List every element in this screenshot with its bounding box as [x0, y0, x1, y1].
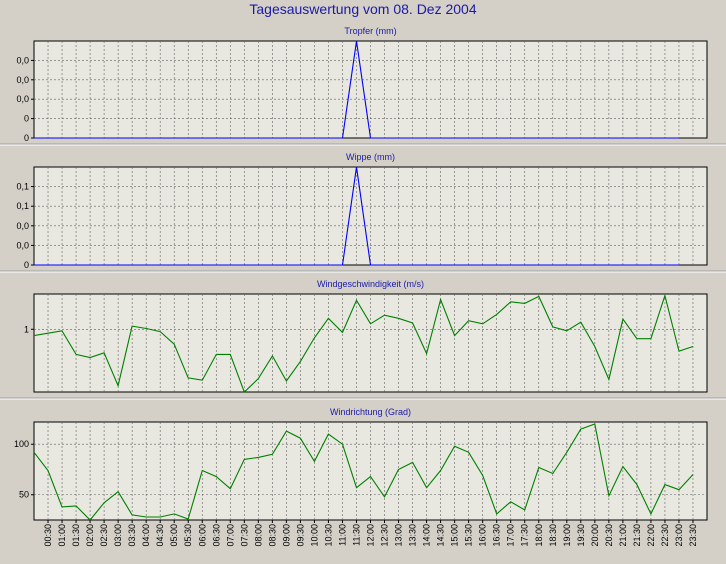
x-tick-label-38: 19:30: [576, 524, 586, 547]
x-tick-label-37: 19:00: [562, 524, 572, 547]
x-tick-label-20: 10:30: [323, 524, 333, 547]
x-tick-label-35: 18:00: [534, 524, 544, 547]
x-tick-label-14: 07:30: [239, 524, 249, 547]
series-line-3: [33, 423, 694, 521]
x-tick-label-17: 09:00: [281, 524, 291, 547]
x-tick-label-5: 03:00: [113, 524, 123, 547]
series-line-0: [34, 40, 679, 139]
x-tick-label-36: 18:30: [548, 524, 558, 547]
y-tick-label-1-0: 0: [24, 260, 29, 270]
y-tick-label-0-3: 0,0: [16, 75, 29, 85]
x-tick-label-21: 11:00: [337, 524, 347, 546]
x-tick-label-31: 16:00: [478, 524, 488, 547]
y-tick-label-0-4: 0,0: [16, 55, 29, 65]
x-tick-label-42: 21:30: [632, 524, 642, 547]
x-tick-label-43: 22:00: [646, 524, 656, 547]
panel-title-3: Windrichtung (Grad): [330, 407, 411, 417]
x-tick-label-29: 15:00: [450, 524, 460, 547]
x-tick-label-8: 04:30: [155, 524, 165, 547]
y-tick-label-2-0: 1: [24, 324, 29, 334]
x-tick-label-2: 01:30: [71, 524, 81, 547]
x-tick-label-22: 11:30: [351, 524, 361, 546]
series-line-1: [34, 166, 679, 266]
y-tick-label-1-1: 0,0: [16, 240, 29, 250]
y-tick-label-1-3: 0,1: [16, 201, 29, 211]
x-tick-label-41: 21:00: [618, 524, 628, 547]
x-tick-label-45: 23:00: [674, 524, 684, 547]
y-tick-label-0-1: 0: [24, 114, 29, 124]
x-tick-label-24: 12:30: [380, 524, 390, 547]
x-tick-label-39: 20:00: [590, 524, 600, 547]
x-tick-label-27: 14:00: [422, 524, 432, 547]
x-tick-label-16: 08:30: [267, 524, 277, 547]
x-tick-label-15: 08:00: [253, 524, 263, 547]
main-title: Tagesauswertung vom 08. Dez 2004: [249, 1, 477, 17]
x-tick-label-0: 00:30: [43, 524, 53, 547]
x-tick-label-3: 02:00: [85, 524, 95, 547]
x-tick-label-4: 02:30: [99, 524, 109, 547]
y-tick-label-0-0: 0: [24, 133, 29, 143]
x-tick-label-6: 03:30: [127, 524, 137, 547]
series-line-2: [33, 293, 694, 393]
x-tick-label-40: 20:30: [604, 524, 614, 547]
y-tick-label-0-2: 0,0: [16, 94, 29, 104]
x-tick-label-33: 17:00: [506, 524, 516, 547]
x-tick-label-19: 10:00: [309, 524, 319, 547]
x-tick-label-46: 23:30: [688, 524, 698, 547]
x-tick-label-25: 13:00: [394, 524, 404, 547]
x-tick-label-7: 04:00: [141, 524, 151, 547]
y-tick-label-3-0: 50: [19, 490, 29, 500]
y-tick-label-1-2: 0,0: [16, 221, 29, 231]
x-tick-label-1: 01:00: [57, 524, 67, 547]
x-tick-label-9: 05:00: [169, 524, 179, 547]
x-tick-label-11: 06:00: [197, 524, 207, 547]
x-tick-label-28: 14:30: [436, 524, 446, 547]
y-tick-label-1-4: 0,1: [16, 182, 29, 192]
x-tick-label-13: 07:00: [225, 524, 235, 547]
x-tick-label-10: 05:30: [183, 524, 193, 547]
x-tick-label-12: 06:30: [211, 524, 221, 547]
panel-title-1: Wippe (mm): [346, 152, 395, 162]
x-tick-label-32: 16:30: [492, 524, 502, 547]
panel-title-0: Tropfer (mm): [344, 26, 396, 36]
x-tick-label-34: 17:30: [520, 524, 530, 547]
y-tick-label-3-1: 100: [14, 439, 29, 449]
x-tick-label-23: 12:00: [366, 524, 376, 547]
x-tick-label-44: 22:30: [660, 524, 670, 547]
x-tick-label-26: 13:30: [408, 524, 418, 547]
x-tick-label-18: 09:30: [295, 524, 305, 547]
x-tick-label-30: 15:30: [464, 524, 474, 547]
panel-title-2: Windgeschwindigkeit (m/s): [317, 279, 424, 289]
